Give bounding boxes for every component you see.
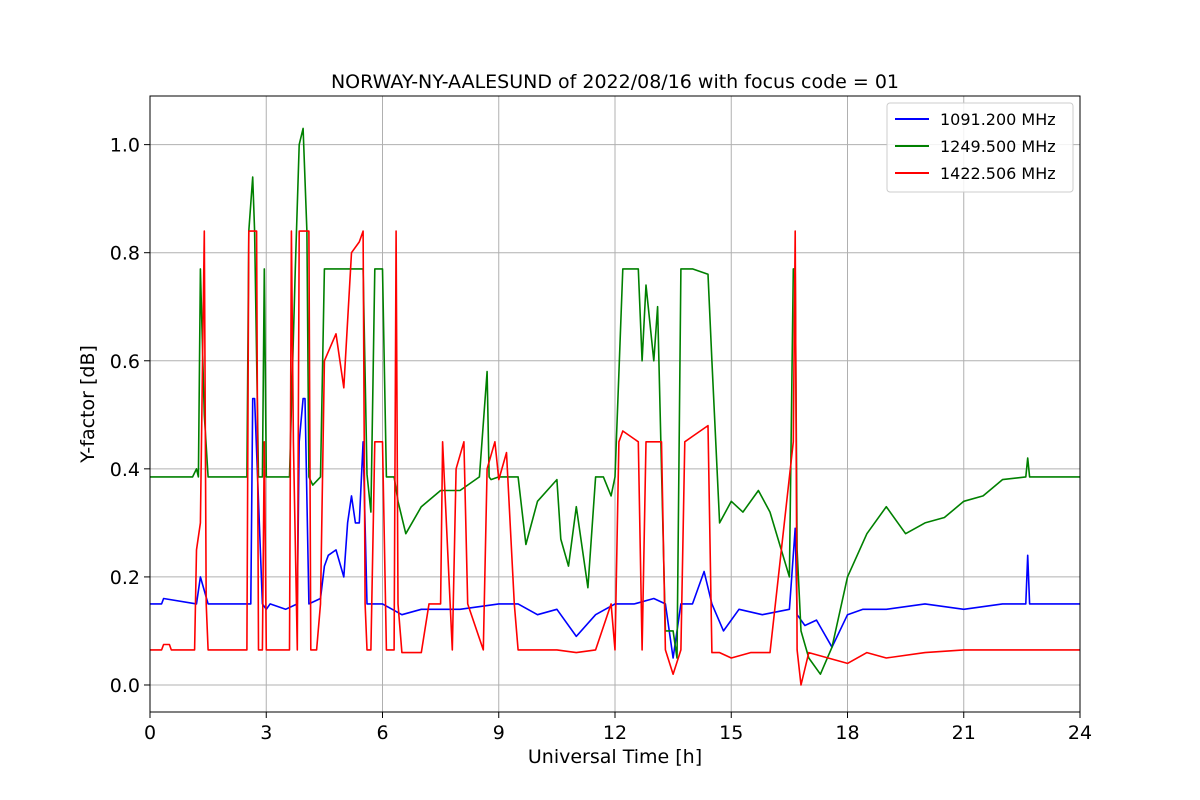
- legend-box: [886, 102, 1074, 193]
- x-axis-ticks: 0 3 6 9 12 15 18 21 24: [144, 712, 1092, 744]
- y-tick-label: 0.2: [110, 567, 140, 589]
- y-tick-label: 0.0: [110, 675, 140, 697]
- chart-title: NORWAY-NY-AALESUND of 2022/08/16 with fo…: [331, 71, 899, 93]
- x-tick-label: 12: [603, 722, 627, 744]
- series-line-2: [150, 127, 1080, 676]
- x-tick-label: 15: [719, 722, 743, 744]
- y-tick-label: 0.8: [110, 243, 140, 265]
- legend-entry: 1091.200 MHz: [940, 110, 1056, 129]
- x-tick-label: 24: [1068, 722, 1092, 744]
- y-tick-label: 1.0: [110, 135, 140, 157]
- x-tick-label: 9: [493, 722, 505, 744]
- y-tick-label: 0.4: [110, 459, 140, 481]
- y-tick-label: 0.6: [110, 351, 140, 373]
- x-tick-label: 21: [952, 722, 976, 744]
- series-line-1: [150, 397, 1080, 659]
- x-axis-label: Universal Time [h]: [528, 746, 702, 768]
- legend-entry: 1422.506 MHz: [940, 164, 1056, 183]
- y-axis-ticks: 0.0 0.2 0.4 0.6 0.8 1.0: [110, 135, 150, 697]
- series-layer: [150, 127, 1080, 686]
- x-tick-label: 18: [835, 722, 859, 744]
- x-tick-label: 3: [260, 722, 272, 744]
- x-tick-label: 6: [376, 722, 388, 744]
- legend-entry: 1249.500 MHz: [940, 137, 1056, 156]
- legend: 1091.200 MHz 1249.500 MHz 1422.506 MHz: [886, 102, 1074, 193]
- series-line-3: [150, 230, 1080, 686]
- x-tick-label: 0: [144, 722, 156, 744]
- y-axis-label: Y-factor [dB]: [77, 345, 99, 464]
